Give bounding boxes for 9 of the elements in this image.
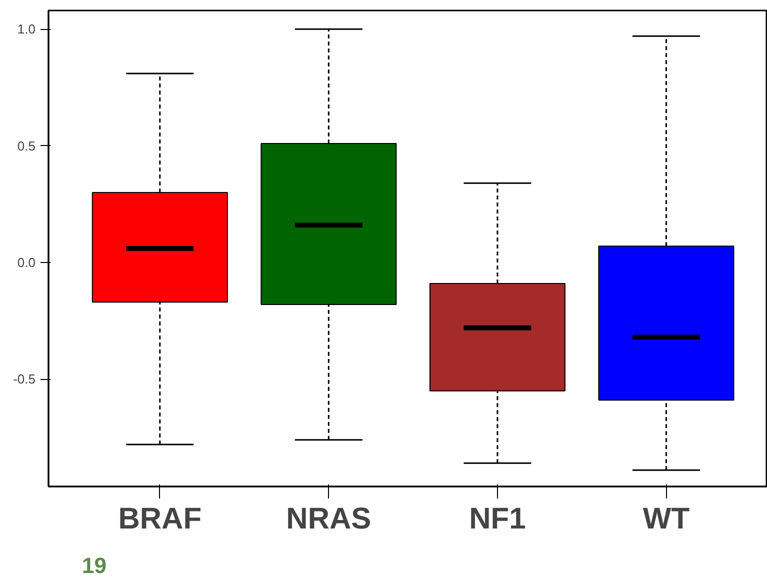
y-tick-label: 1.0 [17, 22, 36, 37]
y-tick-label: 0.5 [17, 138, 36, 154]
x-tick-label: NF1 [469, 502, 526, 536]
x-tick-label: WT [642, 502, 690, 536]
x-tick-label: BRAF [118, 502, 202, 536]
y-tick-label: 0.0 [17, 255, 36, 270]
text: 19 [82, 552, 106, 580]
x-tick-label: NRAS [286, 502, 372, 536]
y-tick-label: -0.5 [13, 372, 36, 387]
